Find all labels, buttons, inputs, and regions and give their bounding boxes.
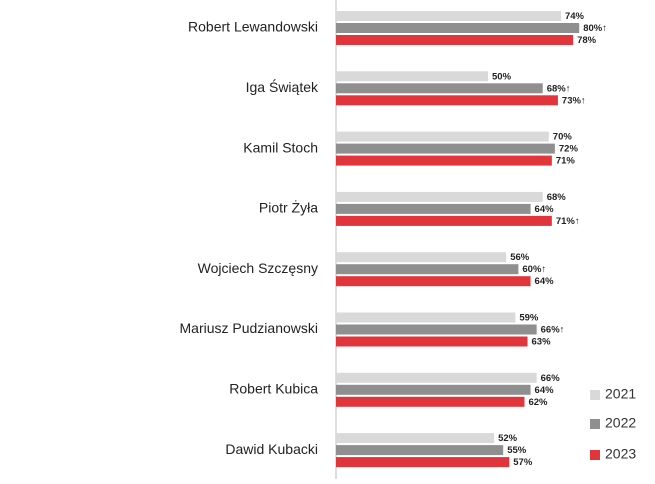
value-label: 64% — [535, 385, 555, 396]
bar — [336, 35, 574, 45]
legend-label: 2023 — [605, 446, 636, 462]
legend-swatch — [590, 419, 600, 429]
value-label: 55% — [507, 445, 527, 456]
category-label: Mariusz Pudzianowski — [180, 320, 319, 336]
value-label: 52% — [498, 433, 518, 444]
bar — [336, 23, 580, 33]
value-label: 74% — [565, 11, 585, 22]
bar — [336, 445, 504, 456]
bar — [336, 276, 531, 287]
legend-label: 2021 — [605, 386, 636, 402]
bar — [336, 372, 537, 383]
bar — [336, 143, 555, 154]
bar — [336, 336, 528, 347]
value-label: 62% — [528, 397, 548, 408]
bar — [336, 215, 552, 226]
value-label: 66% — [541, 373, 561, 384]
bar — [336, 131, 549, 142]
bar — [336, 324, 537, 335]
bar — [336, 384, 531, 395]
value-label: 63% — [532, 337, 552, 348]
value-label: 68% — [547, 192, 567, 203]
value-label: 70% — [553, 132, 573, 143]
category-label: Iga Świątek — [246, 78, 319, 95]
category-label: Piotr Żyła — [259, 199, 318, 216]
bar — [336, 71, 488, 82]
category-label: Robert Lewandowski — [188, 19, 318, 35]
value-label: 71%↑ — [556, 216, 580, 227]
value-label: 59% — [519, 313, 539, 324]
category-label: Robert Kubica — [229, 381, 318, 397]
value-label: 64% — [535, 204, 555, 215]
value-label: 72% — [559, 144, 579, 155]
value-label: 78% — [577, 35, 597, 46]
value-label: 64% — [535, 276, 555, 287]
value-label: 73%↑ — [562, 95, 586, 106]
value-label: 56% — [510, 252, 530, 263]
value-label: 60%↑ — [522, 264, 546, 275]
legend-swatch — [590, 390, 600, 400]
category-label: Kamil Stoch — [243, 139, 318, 155]
value-label: 68%↑ — [547, 83, 571, 94]
value-label: 50% — [492, 71, 512, 82]
bar — [336, 252, 507, 263]
legend-swatch — [590, 450, 600, 460]
value-label: 80%↑ — [583, 23, 607, 34]
bar — [336, 191, 543, 202]
bar — [336, 155, 552, 166]
category-label: Dawid Kubacki — [225, 441, 318, 457]
legend-label: 2022 — [605, 415, 636, 431]
bar — [336, 433, 495, 444]
bar — [336, 312, 516, 323]
bar — [336, 95, 558, 106]
bar — [336, 83, 543, 94]
bar — [336, 396, 525, 407]
value-label: 66%↑ — [541, 325, 565, 336]
bar — [336, 203, 531, 214]
value-label: 71% — [556, 156, 576, 167]
bar — [336, 11, 561, 21]
bar — [336, 264, 519, 275]
category-label: Wojciech Szczęsny — [198, 260, 318, 276]
bar — [336, 457, 510, 468]
value-label: 57% — [513, 457, 533, 468]
